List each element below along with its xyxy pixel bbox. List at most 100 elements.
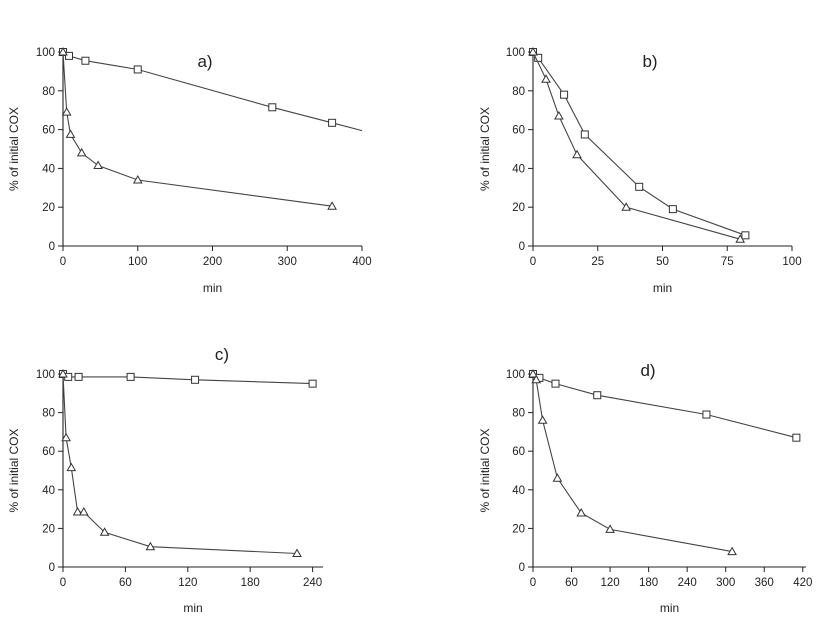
data-point-square [81,56,90,65]
data-point-triangle [552,473,563,482]
series-line-square [62,373,313,385]
data-point-square [64,51,73,60]
data-point-triangle [72,506,83,516]
data-point-triangle [65,129,76,138]
chart-panel-2: 0 25 50 75 100 0 20 40 60 80 100 min % of initial CO… [478,46,802,295]
x-tick-label: 60 [565,577,578,589]
y-tick-label: 100 [36,369,55,381]
data-point-triangle [61,432,71,442]
series-line-triangle [532,373,733,553]
y-tick-label: 60 [512,125,525,137]
x-tick-label: 100 [128,256,147,268]
y-axis-title: % of initial COX [7,107,21,191]
data-point-triangle [576,507,587,517]
data-point-square [580,130,589,139]
y-tick-label: 40 [512,485,525,497]
data-point-triangle [66,462,77,472]
data-point-square [133,65,142,74]
y-tick-label: 20 [512,523,525,535]
data-point-triangle [99,527,110,536]
y-tick-label: 60 [512,446,525,458]
data-point-square [560,90,569,99]
y-tick-label: 80 [512,408,525,420]
panel-label: d) [640,361,655,380]
x-tick-label: 0 [530,577,536,589]
x-tick-label: 240 [303,577,322,589]
y-tick-label: 60 [42,446,55,458]
y-tick-label: 40 [42,485,55,497]
x-tick-label: 0 [530,256,536,268]
data-point-square [551,379,560,388]
data-point-square [268,103,277,112]
y-tick-label: 80 [512,86,525,98]
data-point-square [308,379,317,388]
panel-label: c) [215,345,229,364]
data-point-triangle [78,506,89,516]
data-point-square [792,433,801,442]
data-point-triangle [93,160,103,169]
y-tick-label: 60 [42,125,55,137]
data-point-square [126,372,135,381]
y-tick-label: 20 [42,202,55,214]
data-point-triangle [735,234,746,243]
series-line-triangle [62,373,298,555]
y-tick-label: 40 [42,163,55,175]
series-line-triangle [532,51,741,240]
y-tick-label: 100 [36,47,55,59]
x-tick-label: 180 [241,577,260,589]
data-point-triangle [541,74,551,83]
data-point-triangle [727,546,737,556]
data-point-triangle [145,541,156,551]
y-tick-label: 20 [512,202,525,214]
y-tick-label: 0 [49,241,55,253]
x-axis-title: min [660,601,679,615]
series-line-triangle [62,51,333,207]
data-point-triangle [76,147,87,157]
data-point-triangle [292,548,302,557]
y-tick-label: 0 [49,562,55,574]
data-point-triangle [621,202,632,211]
y-axis-title: % of initial COX [478,428,492,512]
x-tick-label: 300 [716,577,735,589]
panel-label: b) [642,52,657,71]
y-tick-label: 80 [42,86,55,98]
y-tick-label: 20 [42,523,55,535]
data-point-triangle [58,46,68,56]
data-point-triangle [572,149,582,159]
data-point-triangle [132,174,143,184]
chart-panel-3: 0 60 120 180 240 0 20 40 60 80 100 min % of initial … [7,345,323,615]
x-tick-label: 60 [119,577,132,589]
x-tick-label: 75 [721,256,734,268]
data-point-square [593,391,602,400]
data-point-triangle [605,524,615,533]
series-line-square [532,373,797,439]
x-tick-label: 0 [60,256,66,268]
x-tick-label: 0 [60,577,66,589]
y-tick-label: 0 [519,562,525,574]
x-axis-title: min [203,281,222,295]
y-axis-title: % of initial COX [7,428,21,512]
x-tick-label: 420 [793,577,812,589]
y-tick-label: 100 [506,47,525,59]
y-tick-label: 100 [506,369,525,381]
x-axis-title: min [653,281,672,295]
x-tick-label: 120 [600,577,619,589]
x-tick-label: 200 [203,256,222,268]
data-point-triangle [61,107,72,116]
data-point-triangle [327,201,337,210]
data-point-triangle [58,368,68,378]
data-point-triangle [537,415,548,424]
y-tick-label: 40 [512,163,525,175]
data-point-triangle [528,46,538,56]
data-point-square [702,410,711,419]
data-point-square [191,375,200,384]
data-point-triangle [528,368,538,378]
data-point-triangle [531,374,542,384]
x-tick-label: 300 [278,256,297,268]
data-point-square [668,205,677,214]
data-point-triangle [554,110,564,120]
x-axis-title: min [183,601,202,615]
x-tick-label: 240 [678,577,697,589]
data-point-square [741,231,750,240]
